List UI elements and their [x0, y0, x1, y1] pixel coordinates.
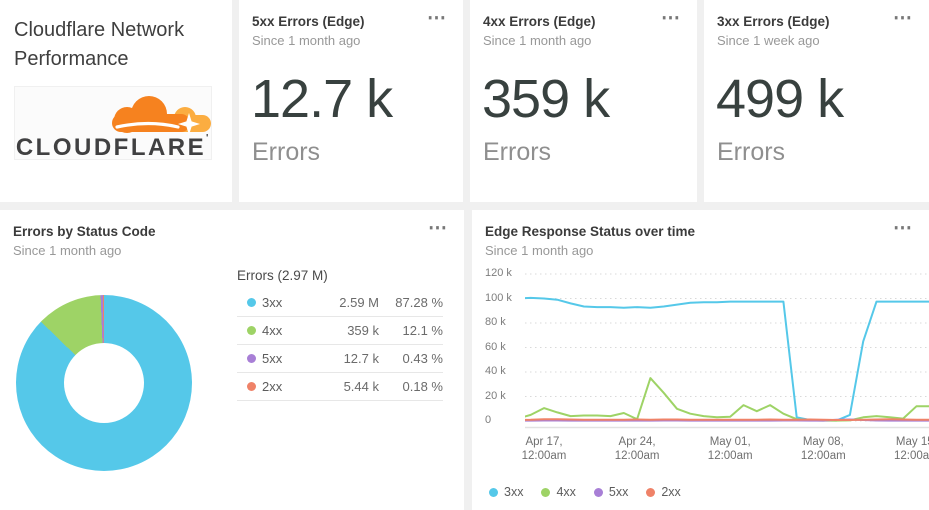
- donut-legend-row-5xx[interactable]: 5xx 12.7 k 0.43 %: [237, 345, 443, 373]
- errors-donut-chart[interactable]: [16, 295, 192, 471]
- slice-percent: 12.1 %: [402, 323, 443, 338]
- stat-card-5xx: 5xx Errors (Edge) Since 1 month ago ⋯ 12…: [239, 0, 463, 202]
- stat-card-4xx: 4xx Errors (Edge) Since 1 month ago ⋯ 35…: [470, 0, 697, 202]
- donut-legend-row-4xx[interactable]: 4xx 359 k 12.1 %: [237, 317, 443, 345]
- line-legend-item-5xx[interactable]: 5xx: [593, 485, 629, 499]
- cloudflare-logo: CLOUDFLARE ': [14, 86, 212, 160]
- errors-by-status-card: Errors by Status Code Since 1 month ago …: [0, 210, 464, 510]
- 4xx-dot-icon: [541, 487, 551, 497]
- card-menu-icon[interactable]: ⋯: [893, 8, 913, 29]
- legend-series-name: 5xx: [608, 485, 629, 499]
- slice-value: 359 k: [347, 323, 379, 338]
- slice-name: 5xx: [262, 351, 283, 366]
- x-axis-labels: Apr 17, 12:00am Apr 24, 12:00am May 01, 12:00…: [521, 435, 929, 471]
- 2xx-dot-icon: [247, 382, 256, 391]
- y-axis-label: 0: [485, 414, 492, 426]
- y-axis-label: 100 k: [485, 291, 512, 304]
- line-chart-legend: 3xx 4xx 5xx 2xx: [489, 485, 929, 499]
- dashboard-title: Cloudflare Network Performance: [14, 19, 185, 70]
- donut-card-title: Errors by Status Code: [13, 224, 156, 239]
- donut-legend-row-3xx[interactable]: 3xx 2.59 M 87.28 %: [237, 289, 443, 317]
- stat-label: Errors: [252, 138, 321, 166]
- slice-name: 4xx: [262, 323, 283, 338]
- legend-series-name: 2xx: [661, 485, 681, 499]
- line-card-title: Edge Response Status over time: [485, 224, 696, 239]
- logo-wordmark: CLOUDFLARE: [16, 134, 206, 159]
- title-card: Cloudflare Network Performance: [0, 0, 232, 202]
- x-axis-label: May 15,12:00am: [894, 436, 929, 463]
- stat-card-subtitle: Since 1 month ago: [483, 33, 592, 48]
- slice-percent: 87.28 %: [395, 295, 443, 310]
- donut-hole: [64, 343, 144, 423]
- stat-card-subtitle: Since 1 week ago: [717, 33, 820, 48]
- series-line-4xx[interactable]: [516, 377, 929, 422]
- 5xx-dot-icon: [247, 354, 256, 363]
- series-line-2xx[interactable]: [516, 418, 929, 421]
- y-axis-label: 20 k: [485, 389, 506, 402]
- line-legend-item-4xx[interactable]: 4xx: [541, 485, 576, 499]
- stat-value: 12.7 k: [251, 69, 393, 129]
- y-axis-label: 60 k: [485, 340, 506, 353]
- 3xx-dot-icon: [489, 487, 498, 497]
- stat-value: 359 k: [482, 69, 610, 129]
- x-axis-label: Apr 17, 12:00am: [521, 436, 567, 463]
- logo-swoosh: [115, 121, 180, 129]
- line-chart-svg[interactable]: [516, 268, 929, 431]
- card-menu-icon[interactable]: ⋯: [428, 218, 448, 239]
- y-axis-label: 120 k: [485, 267, 512, 279]
- line-card-subtitle: Since 1 month ago: [485, 243, 594, 258]
- y-axis-label: 40 k: [485, 365, 506, 377]
- x-axis-label: Apr 24, 12:00am: [614, 436, 660, 463]
- slice-percent: 0.43 %: [402, 351, 443, 366]
- line-legend-item-3xx[interactable]: 3xx: [489, 485, 523, 499]
- stat-card-title: 3xx Errors (Edge): [717, 14, 830, 29]
- card-menu-icon[interactable]: ⋯: [427, 8, 447, 29]
- cloudflare-logo-image: CLOUDFLARE ': [16, 96, 211, 159]
- y-axis-labels: 120 k 100 k 80 k 60 k 40 k 20 k 0: [485, 267, 525, 431]
- bottom-row: Errors by Status Code Since 1 month ago …: [0, 210, 929, 510]
- donut-legend: Errors (2.97 M) 3xx 2.59 M 87.28 % 4xx 3…: [237, 268, 443, 401]
- slice-percent: 0.18 %: [402, 379, 443, 394]
- legend-series-name: 3xx: [504, 485, 524, 499]
- 2xx-dot-icon: [646, 487, 656, 497]
- line-legend-item-2xx[interactable]: 2xx: [646, 485, 681, 499]
- card-menu-icon[interactable]: ⋯: [893, 218, 913, 239]
- card-menu-icon[interactable]: ⋯: [661, 8, 681, 29]
- stat-card-title: 4xx Errors (Edge): [483, 14, 596, 29]
- stat-card-3xx: 3xx Errors (Edge) Since 1 week ago ⋯ 499…: [704, 0, 929, 202]
- slice-value: 12.7 k: [343, 351, 379, 366]
- stat-label: Errors: [483, 138, 552, 166]
- x-axis-label: May 01, 12:00am: [707, 436, 753, 463]
- donut-legend-row-2xx[interactable]: 2xx 5.44 k 0.18 %: [237, 373, 443, 401]
- slice-value: 2.59 M: [339, 295, 379, 310]
- stat-value: 499 k: [716, 69, 844, 129]
- top-row: Cloudflare Network Performance: [0, 0, 929, 202]
- line-chart-area: 120 k 100 k 80 k 60 k 40 k 20 k 0: [472, 267, 929, 431]
- legend-series-name: 4xx: [556, 485, 576, 499]
- slice-value: 5.44 k: [343, 379, 379, 394]
- slice-name: 3xx: [262, 295, 283, 310]
- stat-card-subtitle: Since 1 month ago: [252, 33, 361, 48]
- stat-card-title: 5xx Errors (Edge): [252, 14, 365, 29]
- logo-star-icon: [178, 113, 200, 135]
- slice-name: 2xx: [262, 379, 283, 394]
- donut-card-subtitle: Since 1 month ago: [13, 243, 122, 258]
- y-axis-label: 80 k: [485, 316, 506, 328]
- 5xx-dot-icon: [593, 487, 603, 497]
- x-axis-label: May 08, 12:00am: [800, 436, 846, 463]
- stat-label: Errors: [717, 138, 786, 166]
- 4xx-dot-icon: [247, 326, 256, 335]
- donut-legend-title: Errors (2.97 M): [237, 268, 328, 283]
- series-line-3xx[interactable]: [516, 296, 929, 422]
- 3xx-dot-icon: [247, 298, 256, 307]
- logo-trademark: ': [206, 133, 208, 144]
- edge-response-card: Edge Response Status over time Since 1 m…: [472, 210, 929, 510]
